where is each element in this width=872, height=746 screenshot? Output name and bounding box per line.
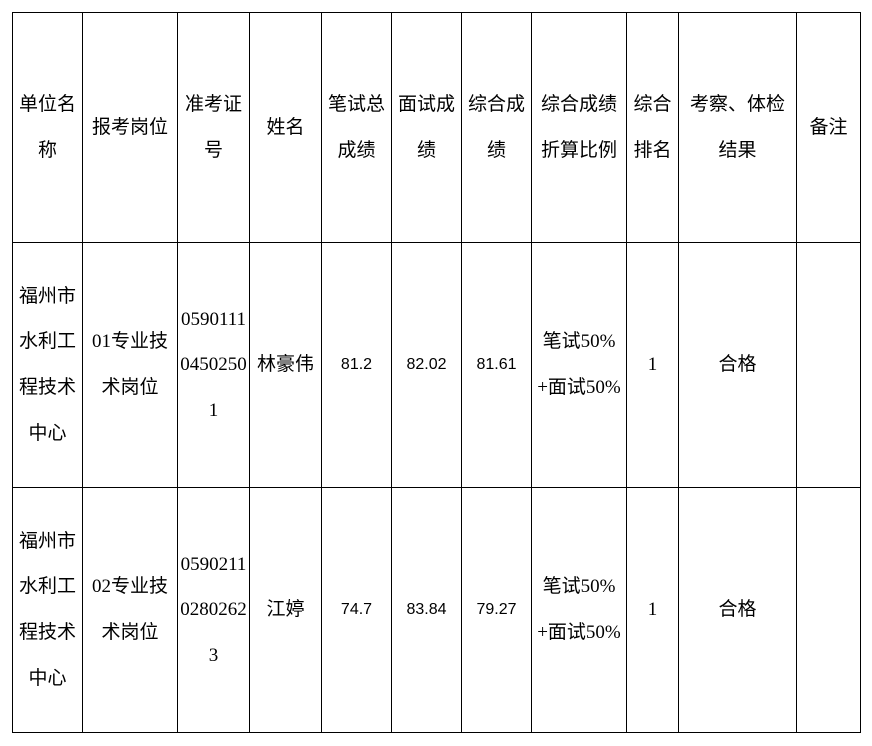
cell-name: 江婷: [250, 488, 322, 733]
table-header-row: 单位名称 报考岗位 准考证号 姓名 笔试总成绩 面试成绩 综合成绩 综合成绩折算…: [13, 13, 861, 243]
col-header-remark: 备注: [797, 13, 861, 243]
col-header-rank: 综合排名: [627, 13, 679, 243]
cell-total: 81.61: [462, 243, 532, 488]
cell-remark: [797, 243, 861, 488]
cell-name: 林豪伟: [250, 243, 322, 488]
cell-interview: 83.84: [392, 488, 462, 733]
results-table: 单位名称 报考岗位 准考证号 姓名 笔试总成绩 面试成绩 综合成绩 综合成绩折算…: [12, 12, 861, 733]
cell-result: 合格: [679, 488, 797, 733]
cell-post: 02专业技术岗位: [83, 488, 178, 733]
cell-interview: 82.02: [392, 243, 462, 488]
cell-post: 01专业技术岗位: [83, 243, 178, 488]
cell-rank: 1: [627, 488, 679, 733]
cell-ratio: 笔试50%+面试50%: [532, 488, 627, 733]
col-header-ratio: 综合成绩折算比例: [532, 13, 627, 243]
cell-result: 合格: [679, 243, 797, 488]
cell-remark: [797, 488, 861, 733]
col-header-unit: 单位名称: [13, 13, 83, 243]
cell-exam-id: 059021102802623: [178, 488, 250, 733]
cell-written: 81.2: [322, 243, 392, 488]
table-row: 福州市水利工程技术中心 01专业技术岗位 059011104502501 林豪伟…: [13, 243, 861, 488]
cell-unit: 福州市水利工程技术中心: [13, 488, 83, 733]
table-row: 福州市水利工程技术中心 02专业技术岗位 059021102802623 江婷 …: [13, 488, 861, 733]
col-header-total: 综合成绩: [462, 13, 532, 243]
cell-ratio: 笔试50%+面试50%: [532, 243, 627, 488]
col-header-exam-id: 准考证号: [178, 13, 250, 243]
cell-unit: 福州市水利工程技术中心: [13, 243, 83, 488]
cell-written: 74.7: [322, 488, 392, 733]
cell-rank: 1: [627, 243, 679, 488]
col-header-post: 报考岗位: [83, 13, 178, 243]
col-header-interview: 面试成绩: [392, 13, 462, 243]
col-header-name: 姓名: [250, 13, 322, 243]
col-header-written: 笔试总成绩: [322, 13, 392, 243]
col-header-result: 考察、体检结果: [679, 13, 797, 243]
cell-total: 79.27: [462, 488, 532, 733]
cell-exam-id: 059011104502501: [178, 243, 250, 488]
